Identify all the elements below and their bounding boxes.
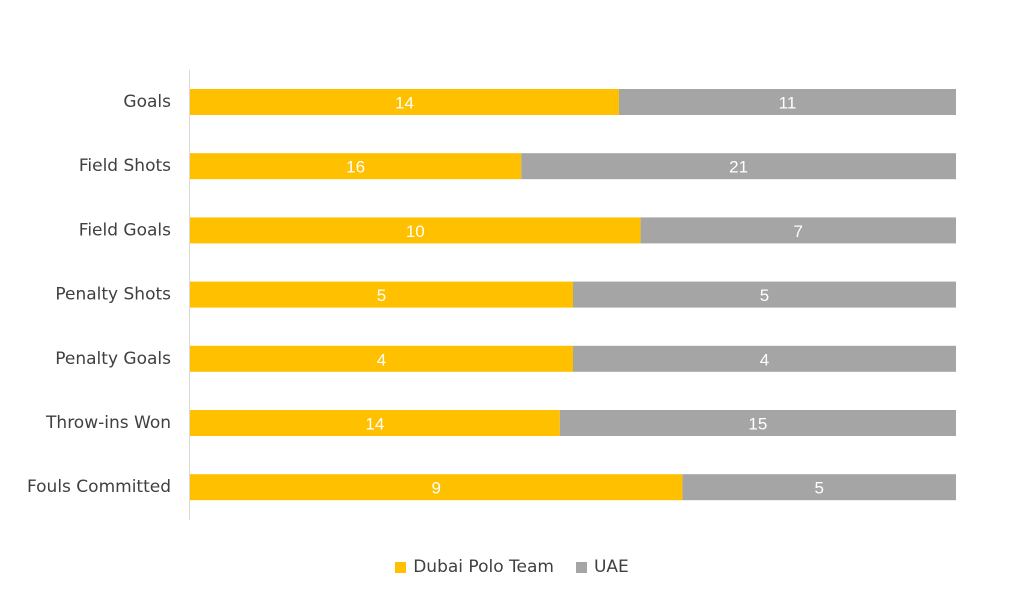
data-label-dubai-polo-team-fouls-committed: 9	[431, 479, 440, 498]
category-label-throw-ins-won: Throw-ins Won	[45, 413, 171, 433]
bars-group	[190, 89, 956, 501]
data-label-dubai-polo-team-field-shots: 16	[346, 158, 365, 177]
bar-uae-penalty-goals	[573, 345, 956, 372]
category-label-field-goals: Field Goals	[79, 220, 171, 240]
bar-dubai-polo-team-field-shots	[190, 153, 522, 180]
data-label-dubai-polo-team-penalty-shots: 5	[377, 286, 386, 305]
data-label-dubai-polo-team-field-goals: 10	[406, 222, 425, 241]
legend-item-series-2: UAE	[575, 557, 629, 577]
data-label-uae-throw-ins-won: 15	[748, 415, 767, 434]
bar-uae-goals	[618, 89, 956, 115]
bar-uae-fouls-committed	[682, 474, 956, 501]
category-label-goals: Goals	[123, 92, 171, 112]
legend-swatch-series-1	[395, 561, 407, 573]
legend-label-series-2: UAE	[593, 557, 629, 577]
data-label-uae-fouls-committed: 5	[814, 479, 823, 498]
category-label-fouls-committed: Fouls Committed	[27, 477, 171, 497]
bar-uae-field-shots	[521, 153, 956, 180]
category-label-field-shots: Field Shots	[79, 156, 171, 176]
bar-uae-penalty-shots	[573, 281, 956, 308]
bar-uae-throw-ins-won	[559, 410, 956, 436]
data-label-uae-field-shots: 21	[729, 158, 748, 177]
data-label-dubai-polo-team-throw-ins-won: 14	[365, 415, 384, 434]
data-label-dubai-polo-team-goals: 14	[395, 94, 414, 113]
category-label-penalty-goals: Penalty Goals	[55, 349, 171, 369]
legend-label-series-1: Dubai Polo Team	[413, 557, 554, 577]
data-label-uae-penalty-shots: 5	[760, 286, 769, 305]
bar-dubai-polo-team-penalty-goals	[190, 345, 573, 372]
data-label-uae-goals: 11	[779, 94, 797, 113]
legend: Dubai Polo Team UAE	[0, 555, 1024, 579]
data-label-uae-field-goals: 7	[794, 222, 803, 241]
category-label-penalty-shots: Penalty Shots	[55, 285, 171, 305]
labels-group: Goals 14 11 Field Shots 16 21 Field Goals 10 7 Pe…	[27, 92, 824, 498]
bar-dubai-polo-team-throw-ins-won	[190, 410, 560, 436]
data-label-dubai-polo-team-penalty-goals: 4	[377, 350, 386, 369]
legend-item-series-1: Dubai Polo Team	[395, 557, 554, 577]
data-label-uae-penalty-goals: 4	[760, 350, 769, 369]
bar-dubai-polo-team-goals	[190, 89, 619, 115]
bar-dubai-polo-team-fouls-committed	[190, 474, 683, 501]
legend-swatch-series-2	[575, 561, 587, 573]
bar-dubai-polo-team-field-goals	[190, 217, 641, 244]
bar-uae-field-goals	[640, 217, 956, 244]
bar-dubai-polo-team-penalty-shots	[190, 281, 573, 308]
stacked-bar-chart: Goals 14 11 Field Shots 16 21 Field Goals 10 7 Pe…	[27, 70, 956, 520]
